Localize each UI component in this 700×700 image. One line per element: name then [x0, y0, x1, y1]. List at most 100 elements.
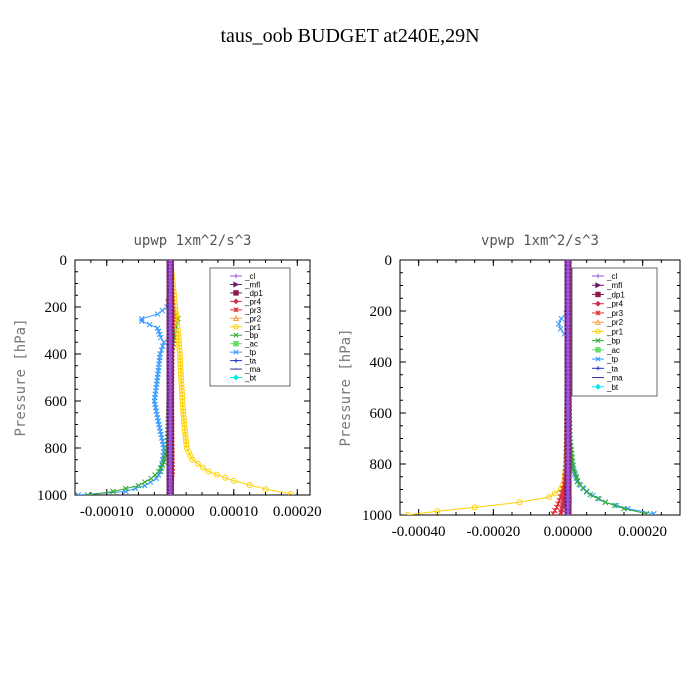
legend-entry: _ma	[230, 365, 261, 374]
x-tick-label: 0.00020	[273, 504, 322, 520]
data-point	[213, 471, 220, 478]
legend-label: _dp1	[244, 289, 263, 298]
x-tick-label: 0.00000	[146, 504, 195, 520]
data-point	[232, 314, 240, 322]
y-tick-label: 200	[370, 304, 393, 320]
data-point	[155, 328, 162, 335]
data-point	[159, 462, 166, 469]
data-point	[177, 367, 184, 374]
series-pr1	[404, 260, 571, 515]
data-point	[233, 332, 239, 338]
legend-entry: _ac	[592, 346, 620, 355]
data-point	[233, 340, 239, 347]
data-point	[179, 404, 186, 411]
legend-label: _ta	[606, 364, 619, 373]
legend-entry: _tp	[230, 348, 257, 357]
data-point	[175, 334, 182, 341]
data-point	[135, 482, 142, 489]
y-tick-label: 800	[45, 441, 68, 457]
data-point	[75, 492, 82, 495]
legend-label: _pr4	[606, 300, 624, 309]
legend-label: _cl	[606, 272, 617, 281]
series-cl	[167, 260, 174, 495]
series-group	[404, 260, 657, 515]
legend-label: _bt	[606, 383, 619, 392]
data-point	[233, 298, 239, 305]
series-line	[87, 260, 179, 495]
data-point	[189, 456, 196, 463]
legend-label: _pr4	[244, 297, 262, 306]
y-tick-label: 1000	[37, 488, 67, 504]
data-point	[434, 508, 441, 515]
legend-label: _mfl	[606, 281, 622, 290]
data-point	[183, 438, 190, 445]
data-point	[595, 366, 601, 371]
data-point	[161, 459, 167, 465]
data-point	[570, 466, 577, 472]
figure-suptitle: taus_oob BUDGET at240E,29N	[220, 25, 479, 47]
data-point	[181, 424, 188, 431]
data-point	[167, 492, 174, 495]
panel-title: vpwp 1xm^2/s^3	[481, 233, 599, 249]
legend-entry: _pr4	[592, 300, 624, 309]
data-point	[555, 320, 562, 327]
data-point	[595, 347, 601, 353]
data-point	[595, 291, 601, 298]
data-point	[175, 330, 182, 337]
data-point	[181, 421, 188, 428]
data-point	[573, 473, 580, 480]
data-point	[176, 354, 183, 361]
legend-box	[571, 267, 658, 397]
data-point	[595, 328, 601, 335]
y-tick-label: 400	[370, 355, 393, 371]
data-point	[233, 290, 239, 296]
legend-entry: _ma	[592, 374, 623, 383]
legend-entry: _dp1	[592, 290, 625, 299]
legend-entry: _cl	[230, 272, 255, 281]
data-point	[182, 434, 189, 441]
series-line	[407, 260, 569, 515]
data-point	[174, 323, 181, 330]
data-point	[516, 499, 523, 506]
data-point	[179, 398, 186, 404]
data-point	[574, 477, 581, 484]
data-point	[177, 361, 184, 368]
legend-entry: _pr1	[592, 327, 624, 336]
data-point	[176, 351, 183, 357]
legend-label: _tp	[244, 348, 257, 357]
legend-label: _mfl	[244, 280, 260, 289]
data-point	[595, 495, 601, 502]
data-point	[233, 281, 240, 288]
data-point	[179, 401, 186, 408]
legend-label: _dp1	[606, 290, 625, 299]
legend-label: _pr3	[244, 306, 262, 315]
data-point	[178, 381, 185, 388]
legend-entry: _dp1	[230, 289, 263, 298]
legend-label: _bp	[606, 337, 621, 346]
legend-box	[209, 267, 291, 387]
data-point	[572, 470, 578, 476]
data-point	[595, 273, 601, 279]
legend-label: _pr1	[244, 323, 262, 332]
data-point	[180, 418, 187, 425]
x-tick-label: -0.00020	[466, 524, 520, 540]
series-group	[75, 260, 294, 495]
data-point	[230, 477, 237, 484]
data-point	[157, 465, 164, 472]
data-point	[233, 358, 239, 363]
legend-entry: _bt	[230, 374, 257, 383]
data-point	[551, 490, 558, 497]
legend-label: _ma	[606, 374, 623, 383]
legend-entry: _ac	[230, 340, 258, 349]
data-point	[177, 357, 184, 364]
legend-label: _ma	[244, 365, 261, 374]
data-point	[154, 325, 161, 332]
legend-label: _cl	[244, 272, 255, 281]
data-point	[138, 315, 145, 322]
data-point	[148, 475, 155, 482]
data-point	[233, 349, 239, 355]
data-point	[179, 394, 186, 401]
legend-label: _pr1	[606, 327, 624, 336]
data-point	[110, 488, 116, 495]
data-point	[557, 325, 564, 332]
